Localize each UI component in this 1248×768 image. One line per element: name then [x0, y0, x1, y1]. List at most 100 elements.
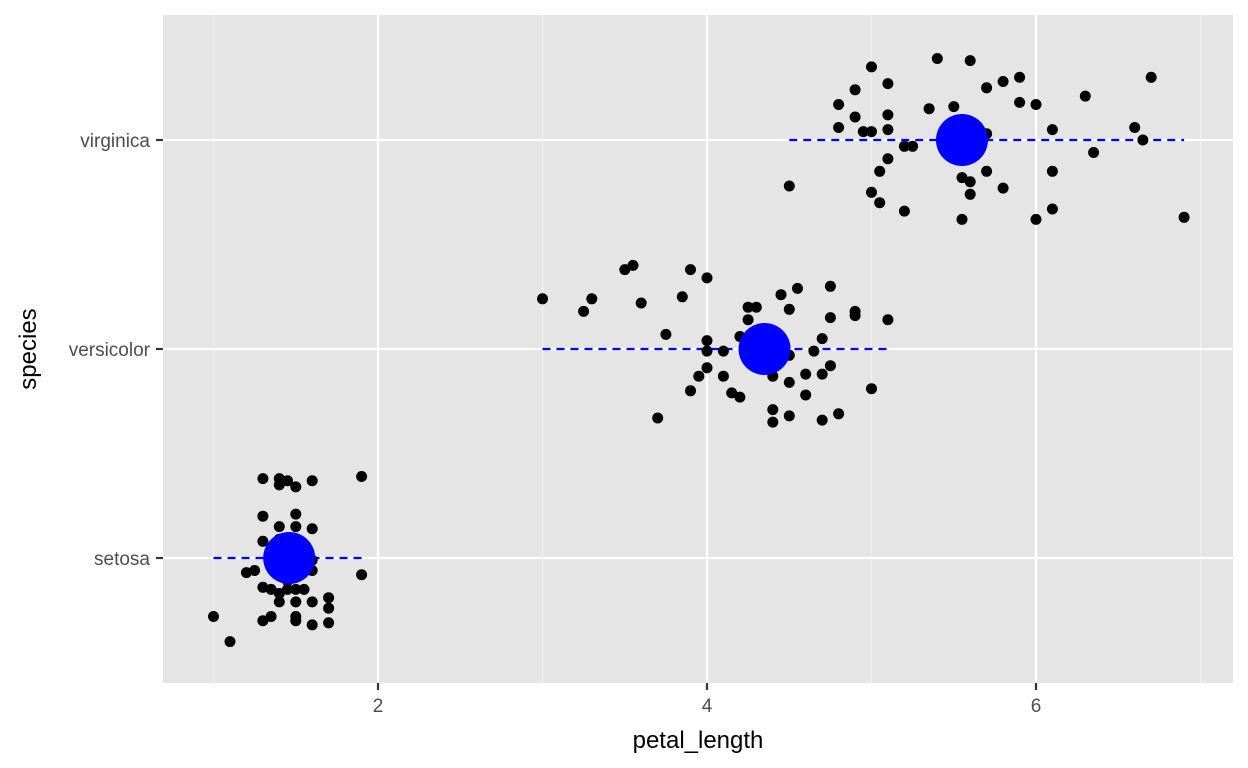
data-point	[208, 611, 219, 622]
data-point	[249, 565, 261, 576]
data-point	[964, 176, 976, 188]
data-point	[898, 205, 910, 217]
data-point	[964, 188, 976, 200]
data-point	[1046, 165, 1058, 177]
data-point	[783, 376, 795, 388]
data-point	[290, 508, 302, 520]
data-point	[849, 84, 861, 96]
data-point	[224, 636, 236, 648]
data-point	[997, 76, 1009, 87]
y-axis-title: species	[15, 308, 42, 389]
y-axis: setosa versicolor virginica	[69, 131, 163, 570]
data-point	[726, 387, 738, 399]
data-point	[1178, 211, 1190, 223]
data-point	[849, 111, 861, 123]
mean-marker-setosa	[263, 532, 316, 584]
data-point	[1046, 203, 1058, 215]
data-point	[717, 345, 729, 357]
data-point	[849, 310, 861, 322]
data-point	[948, 101, 960, 113]
data-point	[866, 61, 877, 73]
data-point	[273, 479, 285, 491]
data-point	[356, 569, 368, 581]
x-axis: 2 4 6	[373, 683, 1042, 717]
data-point	[800, 368, 812, 380]
data-point	[783, 180, 795, 192]
data-point	[742, 314, 754, 326]
data-point	[866, 126, 877, 138]
data-point	[882, 153, 894, 165]
data-point	[816, 333, 828, 345]
data-point	[290, 481, 302, 493]
data-point	[956, 213, 968, 225]
data-point	[627, 259, 639, 271]
data-point	[816, 414, 828, 426]
data-point	[1030, 213, 1042, 225]
data-point	[685, 264, 696, 276]
data-point	[273, 596, 285, 608]
data-point	[306, 596, 318, 608]
data-point	[257, 615, 269, 627]
data-point	[282, 583, 293, 595]
data-point	[717, 370, 729, 382]
data-point	[824, 360, 836, 372]
data-point	[767, 404, 779, 416]
data-point	[323, 602, 335, 614]
data-points	[208, 53, 1190, 648]
data-point	[866, 186, 877, 198]
data-point	[578, 305, 590, 317]
data-point	[282, 475, 293, 487]
data-point	[290, 583, 302, 595]
data-point	[866, 383, 877, 395]
data-point	[586, 293, 598, 305]
data-point	[783, 303, 795, 315]
data-point	[734, 391, 746, 403]
data-point	[857, 126, 869, 138]
data-point	[701, 362, 713, 374]
data-point	[676, 291, 688, 303]
y-tick-label: versicolor	[69, 340, 151, 361]
y-tick-label: setosa	[94, 549, 150, 570]
data-point	[816, 368, 828, 380]
data-point	[537, 293, 548, 305]
data-point	[1137, 134, 1149, 146]
data-point	[783, 410, 795, 422]
data-point	[1030, 99, 1042, 110]
data-point	[273, 521, 285, 533]
data-point	[981, 165, 993, 177]
data-point	[874, 197, 886, 209]
x-axis-title: petal_length	[633, 727, 764, 754]
data-point	[981, 82, 993, 94]
data-point	[1079, 90, 1091, 102]
data-point	[265, 611, 277, 622]
mean-marker-versicolor	[738, 323, 791, 375]
data-point	[882, 109, 894, 121]
data-point	[1129, 122, 1141, 133]
data-point	[257, 535, 269, 547]
data-point	[882, 78, 894, 90]
data-point	[660, 328, 672, 340]
y-tick-label: virginica	[80, 131, 150, 152]
data-point	[701, 272, 713, 284]
summary-mean-markers	[263, 114, 988, 584]
data-point	[874, 165, 886, 177]
data-point	[701, 345, 713, 357]
data-point	[907, 140, 919, 152]
data-point	[1014, 71, 1026, 83]
data-point	[265, 583, 277, 595]
data-point	[1046, 124, 1058, 136]
data-point	[298, 583, 310, 595]
data-point	[619, 264, 631, 276]
x-tick-label: 2	[373, 696, 384, 717]
x-tick-label: 4	[702, 696, 713, 717]
data-point	[685, 385, 696, 397]
data-point	[1145, 71, 1157, 83]
data-point	[931, 53, 943, 64]
data-point	[792, 282, 803, 294]
data-point	[290, 521, 302, 533]
data-point	[775, 289, 787, 301]
x-tick-label: 6	[1031, 696, 1042, 717]
data-point	[356, 471, 368, 482]
data-point	[257, 510, 269, 522]
